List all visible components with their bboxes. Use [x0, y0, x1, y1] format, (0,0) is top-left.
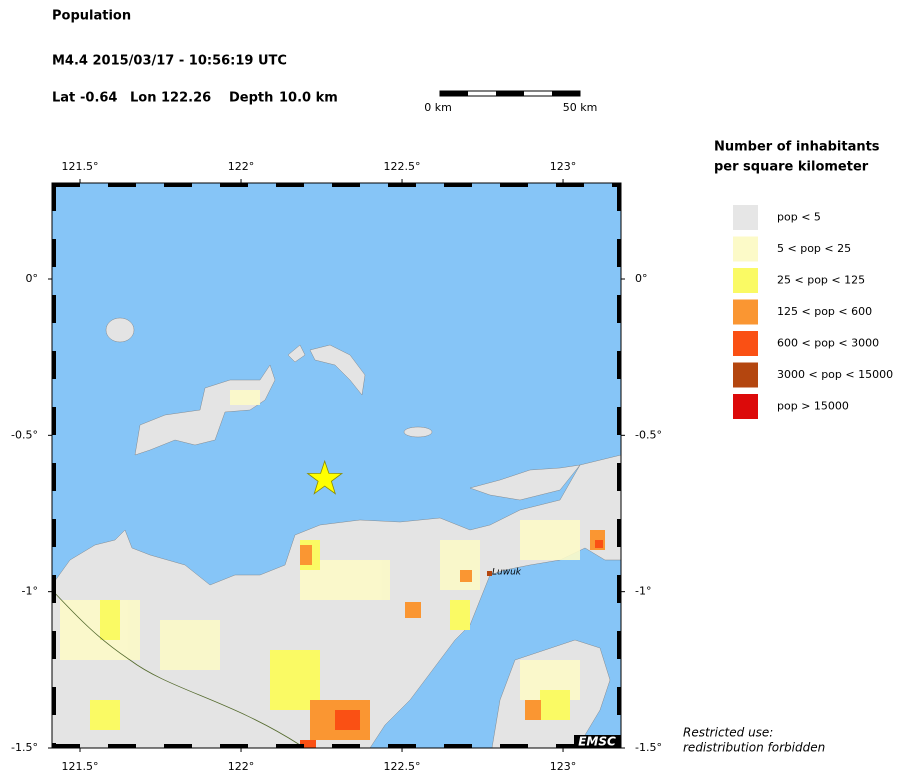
y-tick-label: -1.5° [635, 741, 662, 754]
epicenter [306, 459, 344, 495]
y-tick-label: 0° [26, 272, 39, 285]
x-tick-label: 122.5° [384, 760, 421, 773]
legend-swatch [733, 394, 758, 419]
x-tick-label: 121.5° [62, 760, 99, 773]
scale-end: 50 km [563, 101, 598, 114]
legend-label: pop < 5 [777, 211, 821, 224]
x-tick-label: 123° [550, 160, 577, 173]
x-tick-label: 122° [228, 760, 255, 773]
legend-label: 125 < pop < 600 [777, 305, 872, 318]
logo: EMSC [578, 735, 616, 749]
legend-label: pop > 15000 [777, 400, 849, 413]
legend-swatch [733, 331, 758, 356]
legend-swatch [733, 268, 758, 293]
y-tick-label: -1° [22, 585, 38, 598]
y-tick-label: -0.5° [635, 428, 662, 441]
legend-label: 5 < pop < 25 [777, 242, 851, 255]
scale-bar [439, 90, 581, 97]
legend-title: per square kilometer [714, 160, 869, 175]
title: Population [52, 9, 131, 24]
legend-label: 3000 < pop < 15000 [777, 368, 893, 381]
legend-label: 25 < pop < 125 [777, 274, 865, 287]
legend-swatch [733, 205, 758, 230]
depth-value: 10.0 km [279, 91, 338, 106]
scale-start: 0 km [424, 101, 452, 114]
city-label: Luwuk [492, 568, 522, 578]
legend-label: 600 < pop < 3000 [777, 337, 879, 350]
y-tick-label: -1° [635, 585, 651, 598]
map-area [51, 182, 622, 749]
x-tick-label: 123° [550, 760, 577, 773]
footer-note: Restricted use: [683, 726, 773, 740]
legend-swatch [733, 362, 758, 388]
x-tick-label: 122° [228, 160, 255, 173]
x-tick-label: 121.5° [62, 160, 99, 173]
legend-swatch [733, 299, 758, 325]
y-tick-label: 0° [635, 272, 648, 285]
event-info: M4.4 2015/03/17 - 10:56:19 UTC [52, 54, 287, 69]
legend-swatch [733, 236, 758, 262]
y-tick-label: -1.5° [11, 741, 38, 754]
legend-title: Number of inhabitants [714, 140, 880, 155]
lat-label: Lat [52, 91, 75, 106]
depth-label: Depth [229, 91, 273, 106]
lon-value: 122.26 [161, 91, 211, 106]
x-tick-label: 122.5° [384, 160, 421, 173]
footer-note: redistribution forbidden [683, 741, 825, 755]
y-tick-label: -0.5° [11, 428, 38, 441]
lon-label: Lon [130, 91, 156, 106]
lat-value: -0.64 [80, 91, 117, 106]
